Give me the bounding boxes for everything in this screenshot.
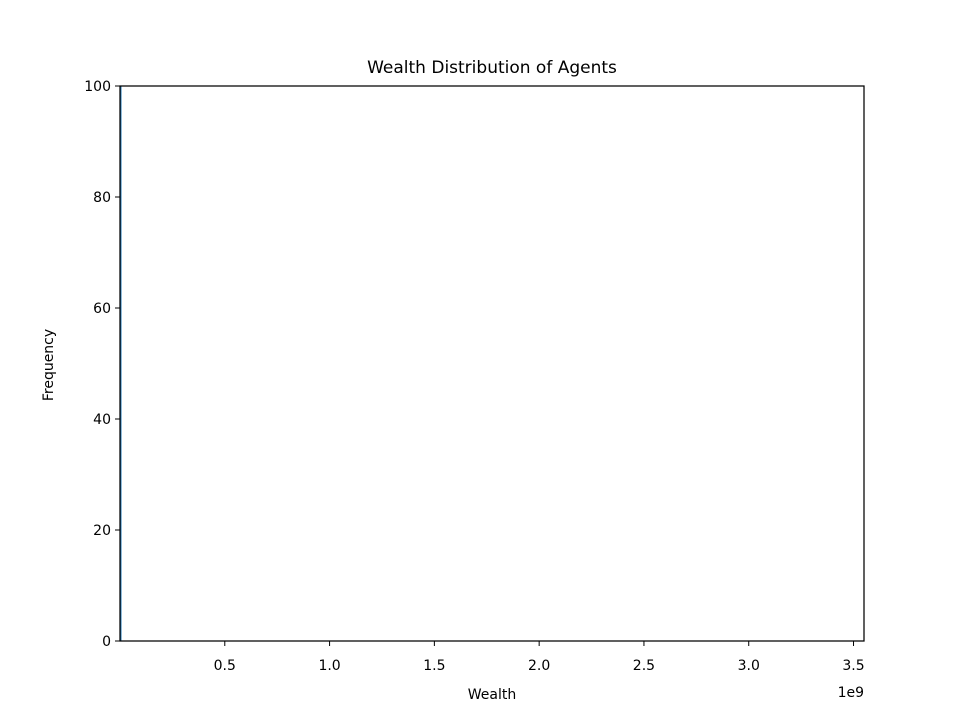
chart-title: Wealth Distribution of Agents: [367, 58, 617, 78]
x-tick-label: 1.5: [423, 658, 445, 674]
x-tick-label: 0.5: [214, 658, 236, 674]
y-tick-label: 20: [93, 523, 111, 539]
x-tick-label: 2.5: [633, 658, 655, 674]
y-tick-label: 80: [93, 190, 111, 206]
y-axis-ticks: 0 20 40 60 80 100: [84, 79, 120, 650]
histogram-bar: [120, 86, 122, 641]
y-axis-label: Frequency: [41, 329, 57, 401]
x-axis-ticks: 0.5 1.0 1.5 2.0 2.5 3.0 3.5: [214, 641, 865, 674]
x-tick-label: 3.5: [842, 658, 864, 674]
y-tick-label: 40: [93, 412, 111, 428]
y-tick-label: 60: [93, 301, 111, 317]
y-tick-label: 0: [102, 634, 111, 650]
y-tick-label: 100: [84, 79, 111, 95]
x-tick-label: 1.0: [318, 658, 340, 674]
plot-frame: [119, 85, 865, 642]
x-tick-label: 3.0: [738, 658, 760, 674]
histogram-bars: [120, 86, 122, 641]
x-axis-offset-label: 1e9: [838, 685, 864, 701]
x-tick-label: 2.0: [528, 658, 550, 674]
x-axis-label: Wealth: [468, 687, 516, 703]
